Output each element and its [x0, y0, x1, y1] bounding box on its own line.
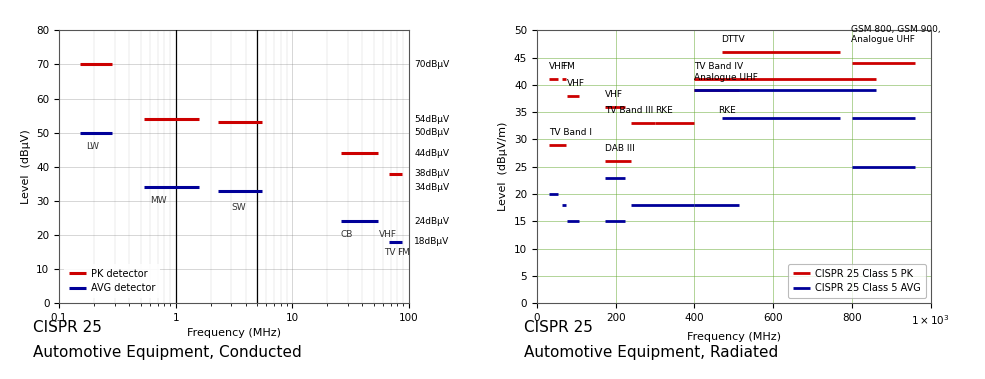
Legend: PK detector, AVG detector: PK detector, AVG detector: [64, 264, 161, 298]
PK detector: [106, 62, 118, 67]
Text: DTTV: DTTV: [721, 35, 745, 44]
Text: FM: FM: [397, 247, 410, 257]
Text: VHF: VHF: [378, 230, 397, 240]
AVG detector: [74, 130, 86, 135]
Text: RKE: RKE: [655, 106, 673, 115]
Text: 24dBμV: 24dBμV: [415, 217, 449, 226]
Text: MW: MW: [150, 196, 166, 205]
Text: 38dBμV: 38dBμV: [415, 169, 449, 178]
Text: 18dBμV: 18dBμV: [415, 237, 449, 246]
Text: Automotive Equipment, Radiated: Automotive Equipment, Radiated: [524, 345, 778, 360]
Text: SW: SW: [231, 203, 246, 212]
Text: DAB III: DAB III: [606, 144, 635, 153]
Text: TV Band III: TV Band III: [606, 106, 654, 115]
Text: CISPR 25: CISPR 25: [524, 320, 593, 335]
Text: VHF: VHF: [606, 89, 624, 99]
Text: GSM 800, GSM 900,
Analogue UHF: GSM 800, GSM 900, Analogue UHF: [851, 25, 941, 44]
Legend: CISPR 25 Class 5 PK, CISPR 25 Class 5 AVG: CISPR 25 Class 5 PK, CISPR 25 Class 5 AV…: [788, 264, 926, 298]
X-axis label: Frequency (MHz): Frequency (MHz): [187, 329, 281, 338]
Text: 54dBμV: 54dBμV: [415, 114, 449, 124]
Text: Automotive Equipment, Conducted: Automotive Equipment, Conducted: [33, 345, 301, 360]
Text: LW: LW: [86, 142, 98, 151]
Text: 44dBμV: 44dBμV: [415, 149, 449, 158]
PK detector: [74, 62, 86, 67]
Text: TV Band I: TV Band I: [549, 128, 592, 137]
CISPR 25 Class 5 PK: [553, 77, 564, 82]
Text: FM: FM: [561, 62, 574, 71]
Text: 70dBμV: 70dBμV: [415, 60, 449, 69]
Text: RKE: RKE: [718, 106, 736, 115]
CISPR 25 Class 5 AVG: [553, 192, 564, 196]
CISPR 25 Class 5 AVG: [543, 192, 555, 196]
Text: 34dBμV: 34dBμV: [415, 183, 449, 192]
Text: 50dBμV: 50dBμV: [415, 128, 449, 137]
Text: CISPR 25: CISPR 25: [33, 320, 101, 335]
Text: Analogue UHF: Analogue UHF: [693, 73, 757, 82]
Text: VHF: VHF: [566, 78, 585, 88]
Y-axis label: Level  (dBμV): Level (dBμV): [21, 129, 31, 204]
X-axis label: Frequency (MHz): Frequency (MHz): [687, 332, 781, 342]
Text: TV I: TV I: [384, 247, 402, 257]
CISPR 25 Class 5 PK: [543, 77, 555, 82]
Y-axis label: Level  (dBμV/m): Level (dBμV/m): [498, 122, 508, 211]
Text: TV Band IV: TV Band IV: [693, 62, 743, 71]
AVG detector: [106, 130, 118, 135]
Text: CB: CB: [341, 230, 353, 240]
Text: VHF: VHF: [549, 62, 566, 71]
